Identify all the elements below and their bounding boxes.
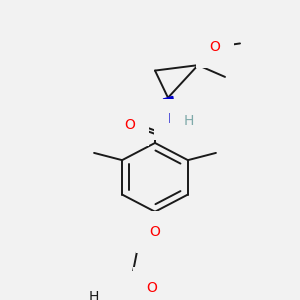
Text: O: O xyxy=(100,284,111,298)
Text: O: O xyxy=(210,40,220,54)
Text: N: N xyxy=(168,112,178,126)
Text: H: H xyxy=(184,114,194,128)
Text: O: O xyxy=(150,225,160,238)
Text: O: O xyxy=(124,118,135,132)
Text: O: O xyxy=(147,281,158,295)
Text: H: H xyxy=(89,290,99,300)
Polygon shape xyxy=(163,97,175,119)
